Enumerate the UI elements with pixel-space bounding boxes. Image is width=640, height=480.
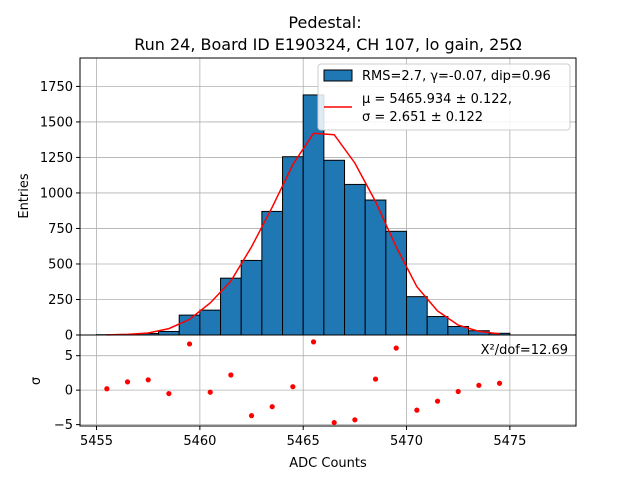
- residual-point: [455, 388, 461, 395]
- histogram-bar: [261, 210, 284, 336]
- y-axis-label-entries: Entries: [17, 173, 32, 219]
- histogram-y-ticks: 0 250 500 750 1000 1250 1500 1750: [40, 80, 80, 344]
- residual-point: [166, 390, 172, 397]
- legend-fit-label-line2: σ = 2.651 ± 0.122: [362, 110, 483, 125]
- y-tick-label: 0: [65, 329, 73, 344]
- histogram-bar: [178, 314, 201, 336]
- residual-point: [476, 382, 482, 388]
- x-axis-label: ADC Counts: [289, 456, 367, 471]
- histogram-bar: [302, 94, 325, 336]
- x-tick-label: 5475: [493, 434, 526, 449]
- x-tick-label: 5460: [183, 434, 216, 449]
- legend-bar-label: RMS=2.7, γ=-0.07, dip=0.96: [362, 69, 551, 84]
- residual-point: [207, 389, 213, 395]
- residuals-panel: −5 0 5 5455 5460 5465 5470 5475 σ X²/dof=12.69: [29, 334, 577, 449]
- residual-point: [372, 376, 379, 382]
- residual-point: [414, 407, 420, 413]
- residual-point: [310, 339, 317, 345]
- histogram-bar: [199, 309, 222, 336]
- residual-point: [248, 413, 255, 419]
- y-tick-label: 1000: [40, 186, 73, 201]
- x-tick-label: 5455: [80, 434, 113, 449]
- histogram-bar: [323, 159, 346, 336]
- residual-point: [228, 372, 234, 378]
- histogram-bar: [426, 316, 449, 336]
- histogram-bar: [344, 183, 366, 336]
- y-tick-label: 1750: [40, 80, 73, 95]
- residuals-axes-frame: [79, 334, 577, 427]
- residual-points: [104, 339, 503, 426]
- histogram-bar: [282, 156, 304, 336]
- fit-curve: [106, 132, 500, 336]
- x-tick-label: 5465: [287, 434, 320, 449]
- histogram-bar: [158, 330, 180, 336]
- histogram-bar: [364, 199, 387, 336]
- residual-point: [496, 380, 503, 386]
- y-tick-label: 0: [65, 384, 73, 399]
- residual-point: [186, 341, 193, 347]
- histogram-bar: [220, 277, 242, 336]
- y-tick-label: 250: [48, 293, 73, 308]
- histogram-bar: [406, 296, 428, 336]
- residuals-grid: [80, 335, 576, 426]
- residual-point: [331, 419, 337, 426]
- residual-point: [145, 377, 151, 383]
- histogram-bar: [240, 259, 263, 336]
- y-tick-label: 1250: [40, 151, 73, 166]
- legend-fit-label-line1: μ = 5465.934 ± 0.122,: [362, 92, 512, 107]
- y-tick-label: −5: [54, 418, 73, 433]
- histogram-bars: [96, 94, 511, 336]
- x-tick-label: 5470: [390, 434, 423, 449]
- y-tick-label: 750: [48, 222, 73, 237]
- legend-box: [317, 63, 571, 131]
- chi2-annotation: X²/dof=12.69: [481, 343, 568, 358]
- residuals-y-ticks: −5 0 5: [54, 349, 80, 433]
- x-ticks: 5455 5460 5465 5470 5475: [80, 426, 526, 449]
- y-tick-label: 1500: [40, 115, 73, 130]
- residual-point: [352, 417, 358, 423]
- y-tick-label: 500: [48, 257, 73, 272]
- y-tick-label: 5: [65, 349, 73, 364]
- residual-point: [434, 398, 441, 404]
- residual-point: [124, 379, 131, 385]
- residual-point: [269, 404, 275, 410]
- residual-point: [290, 384, 296, 390]
- residual-point: [104, 386, 110, 392]
- chart-title-line2: Run 24, Board ID E190324, CH 107, lo gai…: [134, 35, 522, 54]
- y-axis-label-sigma: σ: [29, 377, 44, 385]
- residual-point: [393, 345, 399, 351]
- legend-bar-swatch: [323, 69, 353, 82]
- histogram-panel: 0 250 500 750 1000 1250 1500 1750 Entries: [17, 57, 577, 344]
- legend: RMS=2.7, γ=-0.07, dip=0.96 μ = 5465.934 …: [317, 63, 571, 131]
- chart-title-line1: Pedestal:: [288, 13, 361, 32]
